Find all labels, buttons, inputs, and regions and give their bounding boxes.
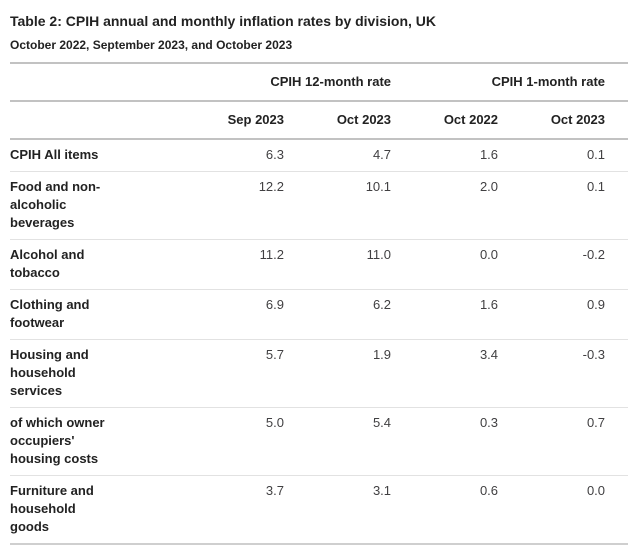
- group-row-spacer: [10, 61, 200, 102]
- cell-1m-oct-2022: 0.6: [479, 482, 499, 498]
- table-title: Table 2: CPIH annual and monthly inflati…: [10, 13, 437, 29]
- table-row: of which owner occupiers' housing costs …: [10, 407, 629, 476]
- cell-12m-sep-2023: 3.7: [265, 482, 284, 498]
- table-row: Housing and household services 5.7 1.9 3…: [10, 339, 629, 408]
- cell-12m-sep-2023: 5.7: [265, 346, 284, 362]
- cell-1m-oct-2023: -0.2: [582, 246, 606, 262]
- cell-12m-oct-2023: 11.0: [366, 246, 392, 262]
- table-body: CPIH All items 6.3 4.7 1.6 0.1 Food and …: [10, 139, 629, 544]
- cell-1m-oct-2022: 2.0: [479, 178, 499, 194]
- column-header-row: Sep 2023 Oct 2023 Oct 2022 Oct 2023: [10, 100, 629, 140]
- table-row: CPIH All items 6.3 4.7 1.6 0.1: [10, 139, 629, 172]
- cell-12m-sep-2023: 11.2: [259, 246, 284, 262]
- column-group-1-month-rate: CPIH 1-month rate: [414, 61, 629, 102]
- cell-12m-oct-2023: 4.7: [372, 146, 392, 162]
- cell-12m-oct-2023: 3.1: [372, 482, 392, 498]
- row-label: Housing and household services: [10, 346, 89, 398]
- cell-1m-oct-2022: 0.0: [479, 246, 499, 262]
- table-row: Alcohol and tobacco 11.2 11.0 0.0 -0.2: [10, 239, 629, 290]
- row-label: Food and non-alcoholic beverages: [10, 178, 101, 230]
- table-subtitle: October 2022, September 2023, and Octobe…: [10, 37, 293, 52]
- cell-1m-oct-2023: 0.1: [586, 146, 606, 162]
- cell-1m-oct-2022: 3.4: [479, 346, 499, 362]
- cell-1m-oct-2023: 0.1: [586, 178, 606, 194]
- cell-1m-oct-2023: -0.3: [582, 346, 606, 362]
- cell-12m-oct-2023: 6.2: [372, 296, 392, 312]
- cell-12m-oct-2023: 5.4: [372, 414, 392, 430]
- table-row: Food and non-alcoholic beverages 12.2 10…: [10, 171, 629, 240]
- table-row: Clothing and footwear 6.9 6.2 1.6 0.9: [10, 289, 629, 340]
- row-label: Clothing and footwear: [10, 296, 90, 330]
- cell-1m-oct-2022: 0.3: [479, 414, 499, 430]
- row-label: Alcohol and tobacco: [10, 246, 85, 280]
- column-header-oct-2022: Oct 2022: [414, 100, 522, 140]
- row-label: of which owner occupiers' housing costs: [10, 414, 105, 466]
- row-label: Furniture and household goods: [10, 482, 94, 534]
- column-group-row: CPIH 12-month rate CPIH 1-month rate: [10, 61, 629, 102]
- header-row-spacer: [10, 100, 200, 140]
- column-header-oct-2023-monthly: Oct 2023: [521, 100, 629, 140]
- column-group-12-month-rate: CPIH 12-month rate: [200, 61, 415, 102]
- cell-12m-sep-2023: 6.3: [265, 146, 284, 162]
- cell-1m-oct-2022: 1.6: [479, 296, 499, 312]
- cell-12m-oct-2023: 1.9: [372, 346, 392, 362]
- cell-1m-oct-2023: 0.0: [586, 482, 606, 498]
- cpih-inflation-table: CPIH 12-month rate CPIH 1-month rate Sep…: [10, 61, 629, 545]
- cell-12m-sep-2023: 12.2: [258, 178, 284, 194]
- cell-12m-sep-2023: 5.0: [265, 414, 284, 430]
- cell-1m-oct-2023: 0.7: [586, 414, 606, 430]
- cell-12m-sep-2023: 6.9: [265, 296, 284, 312]
- column-header-oct-2023-annual: Oct 2023: [307, 100, 415, 140]
- table-row: Furniture and household goods 3.7 3.1 0.…: [10, 475, 629, 544]
- row-label: CPIH All items: [10, 146, 99, 162]
- column-header-sep-2023: Sep 2023: [200, 100, 307, 140]
- cell-12m-oct-2023: 10.1: [365, 178, 392, 194]
- cell-1m-oct-2023: 0.9: [586, 296, 606, 312]
- cell-1m-oct-2022: 1.6: [479, 146, 499, 162]
